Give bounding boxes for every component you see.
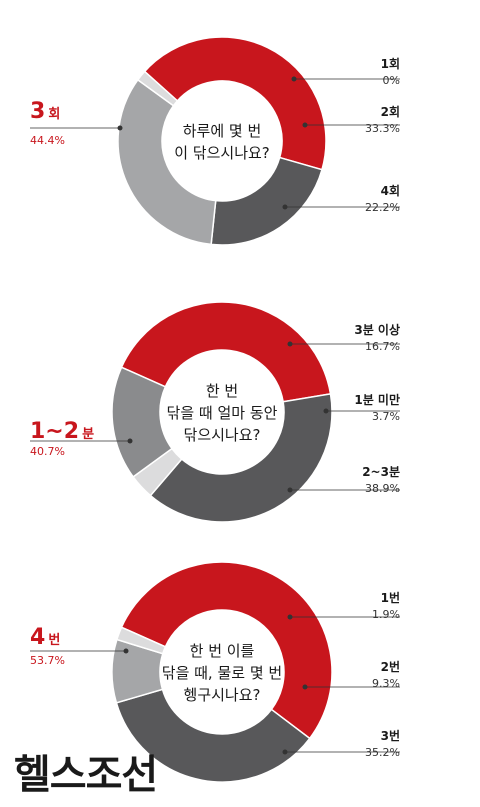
center-question-line: 닦으시나요?: [184, 426, 261, 444]
donut-chart-1: 하루에 몇 번이 닦으시나요? 3 회 44.4% 4회 22.2% 2회 33.3% 1회 0%: [30, 36, 400, 246]
slice-4: [111, 366, 173, 478]
slice-label: 4회: [381, 183, 400, 198]
slice-2: [210, 156, 323, 246]
slice-3: [117, 78, 217, 246]
center-question-line: 하루에 몇 번: [183, 122, 262, 140]
slice-value: 3.7%: [372, 410, 400, 423]
slice-1: [120, 301, 332, 403]
leader-dot: [302, 122, 308, 128]
leader-dot: [323, 408, 329, 414]
center-question-line: 닦을 때 얼마 동안: [167, 404, 278, 422]
slice-value: 9.3%: [372, 677, 400, 690]
leader-dot: [287, 614, 293, 620]
slice-2: [115, 688, 311, 783]
highlight-label: 1~2 분: [30, 419, 94, 444]
slice-value: 1.9%: [372, 608, 400, 621]
slice-1: [120, 561, 333, 740]
slice-label: 2~3분: [362, 465, 400, 479]
slice-label: 3분 이상: [354, 322, 400, 337]
leader-dot: [302, 684, 308, 690]
leader-dot: [291, 76, 297, 82]
leader-dot: [287, 487, 293, 493]
slice-value: 33.3%: [365, 122, 400, 135]
slice-label: 2번: [381, 659, 400, 674]
leader-dot: [287, 341, 293, 347]
leader-dot: [282, 204, 288, 210]
highlight-value: 40.7%: [30, 445, 65, 458]
slice-label: 3번: [381, 728, 400, 743]
slice-label: 1분 미만: [354, 392, 400, 407]
slice-4: [136, 70, 179, 107]
slice-4: [115, 626, 167, 655]
slice-label: 1회: [381, 56, 400, 71]
center-question-line: 이 닦으시나요?: [174, 144, 270, 162]
leader-dot: [117, 125, 123, 131]
highlight-value: 53.7%: [30, 654, 65, 667]
center-question-line: 한 번 이를: [190, 642, 255, 660]
slice-value: 0%: [383, 74, 400, 87]
slice-label: 1번: [381, 590, 400, 605]
leader-dot: [123, 648, 129, 654]
health-chosun-logo: 헬스조선: [14, 752, 158, 798]
center-question-line: 닦을 때, 물로 몇 번: [162, 664, 282, 682]
slice-value: 16.7%: [365, 340, 400, 353]
center-question-line: 헹구시나요?: [184, 686, 261, 704]
leader-dot: [127, 438, 133, 444]
slice-1: [136, 36, 327, 171]
highlight-value: 44.4%: [30, 134, 65, 147]
slice-value: 35.2%: [365, 746, 400, 759]
slice-label: 2회: [381, 104, 400, 119]
slice-2: [149, 393, 333, 523]
slice-value: 22.2%: [365, 201, 400, 214]
slice-value: 38.9%: [365, 482, 400, 495]
center-question-line: 한 번: [206, 382, 238, 400]
leader-dot: [282, 749, 288, 755]
